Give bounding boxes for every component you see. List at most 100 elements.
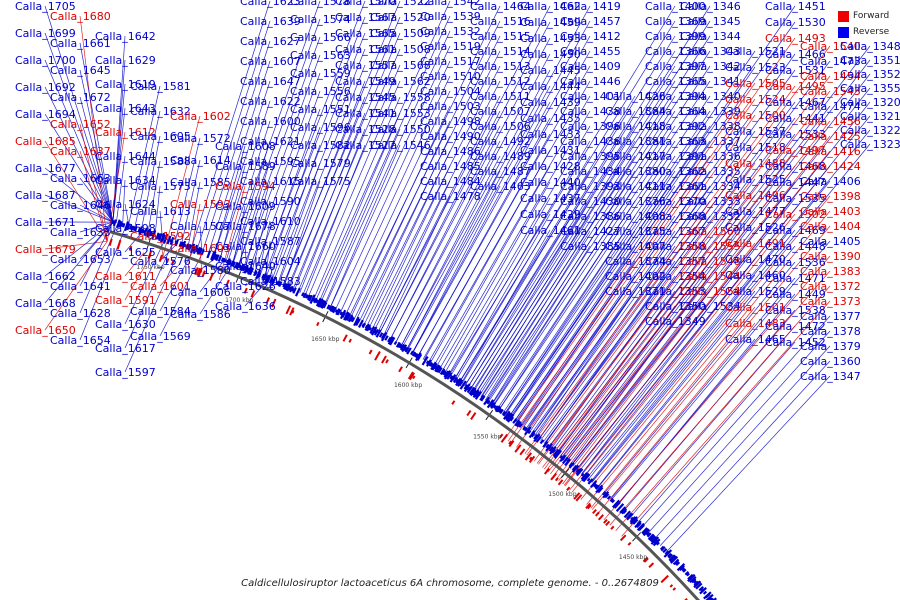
gene-label: Calla_1562 [370,75,431,88]
reverse-feature [528,430,536,439]
reverse-leader-line [368,65,501,329]
reverse-feature [162,233,169,244]
reverse-feature [145,229,150,237]
reverse-leader-line [363,50,501,326]
reverse-leader-line [532,230,676,435]
reverse-leader-line [248,72,321,271]
reverse-feature [393,341,398,346]
gene-label: Calla_1320 [840,96,900,109]
reverse-leader-line [576,101,871,470]
reverse-feature [311,297,316,302]
forward-leader-line [558,135,831,481]
gene-label: Calla_1338 [680,120,741,133]
gene-label: Calla_1341 [680,75,741,88]
gene-label: Calla_1604 [240,255,301,268]
reverse-leader-line [140,135,161,231]
reverse-feature [568,462,575,469]
reverse-feature [286,284,292,292]
gene-label: Calla_1468 [765,160,826,173]
reverse-feature [350,317,356,323]
reverse-leader-line [174,137,201,243]
reverse-feature [451,376,456,381]
reverse-feature [206,250,212,259]
reverse-leader-line [497,140,676,409]
reverse-feature [210,251,217,262]
forward-feature [660,574,669,584]
reverse-leader-line [491,125,676,405]
reverse-feature [371,326,378,336]
gene-label: Calla_1450 [520,48,581,61]
gene-label: Calla_1623 [240,0,301,8]
reverse-feature [409,350,414,356]
reverse-feature [347,314,354,323]
reverse-feature [196,246,201,255]
reverse-feature [535,435,542,443]
gene-label: Calla_1393 [560,180,621,193]
reverse-feature [641,527,649,535]
gene-labels: Calla_1705 Calla_1699 Calla_1700 Calla_1692… [15,0,900,383]
gene-label: Calla_1602 [170,110,231,123]
gene-label: Calla_1525 [725,173,786,186]
forward-leader-line [79,123,108,242]
reverse-leader-line [225,120,271,262]
reverse-feature [564,458,572,467]
gene-label: Calla_1358 [645,240,706,253]
reverse-leader-line [472,20,711,392]
reverse-leader-line [238,160,271,267]
gene-label: Calla_1533 [765,128,826,141]
reverse-leader-line [407,20,591,351]
forward-feature [381,355,387,364]
gene-label: Calla_1539 [420,10,481,23]
gene-label: Calla_1555 [680,240,741,253]
reverse-feature [502,411,508,417]
reverse-leader-line [586,129,871,479]
forward-feature [271,298,277,308]
gene-label: Calla_1369 [645,15,706,28]
gene-label: Calla_1405 [800,235,861,248]
reverse-feature [336,309,342,316]
gene-label: Calla_1430 [560,195,621,208]
reverse-feature [355,318,361,327]
reverse-feature [595,484,604,494]
reverse-leader-line [191,0,271,249]
gene-label: Calla_1557 [335,59,396,72]
reverse-leader-line [561,59,871,458]
reverse-feature [619,506,627,514]
gene-label: Calla_1425 [800,130,861,143]
reverse-feature [458,380,464,387]
gene-label: Calla_1705 [15,0,76,13]
reverse-feature [699,586,707,595]
reverse-leader-line [115,155,126,224]
forward-feature [672,587,677,591]
gene-label: Calla_1386 [560,210,621,223]
forward-feature [209,272,214,281]
reverse-feature [466,386,471,392]
gene-label: Calla_1401 [560,90,621,103]
reverse-leader-line [666,375,831,553]
reverse-feature [442,370,447,376]
reverse-feature [234,261,239,269]
forward-feature [289,307,295,316]
gene-label: Calla_1375 [605,225,666,238]
forward-leader-line [552,120,831,477]
gene-label: Calla_1464 [470,0,531,13]
reverse-leader-line [508,170,676,418]
reverse-feature [545,443,550,449]
reverse-leader-line [44,86,114,223]
reverse-feature [693,580,698,584]
gene-label: Calla_1595 [240,155,301,168]
reverse-feature [486,400,491,405]
gene-label: Calla_1394 [645,90,706,103]
gene-label: Calla_1526 [725,221,786,234]
reverse-feature [443,370,450,378]
reverse-feature [128,225,133,230]
gene-label: Calla_1505 [725,77,786,90]
reverse-feature [387,336,392,343]
reverse-leader-line [597,290,756,488]
reverse-feature [195,247,199,253]
gene-label: Calla_1687 [15,189,76,202]
gene-label: Calla_1518 [725,141,786,154]
reverse-leader-line [417,50,591,357]
forward-leader-line [44,240,108,250]
forward-leader-line [507,37,796,442]
